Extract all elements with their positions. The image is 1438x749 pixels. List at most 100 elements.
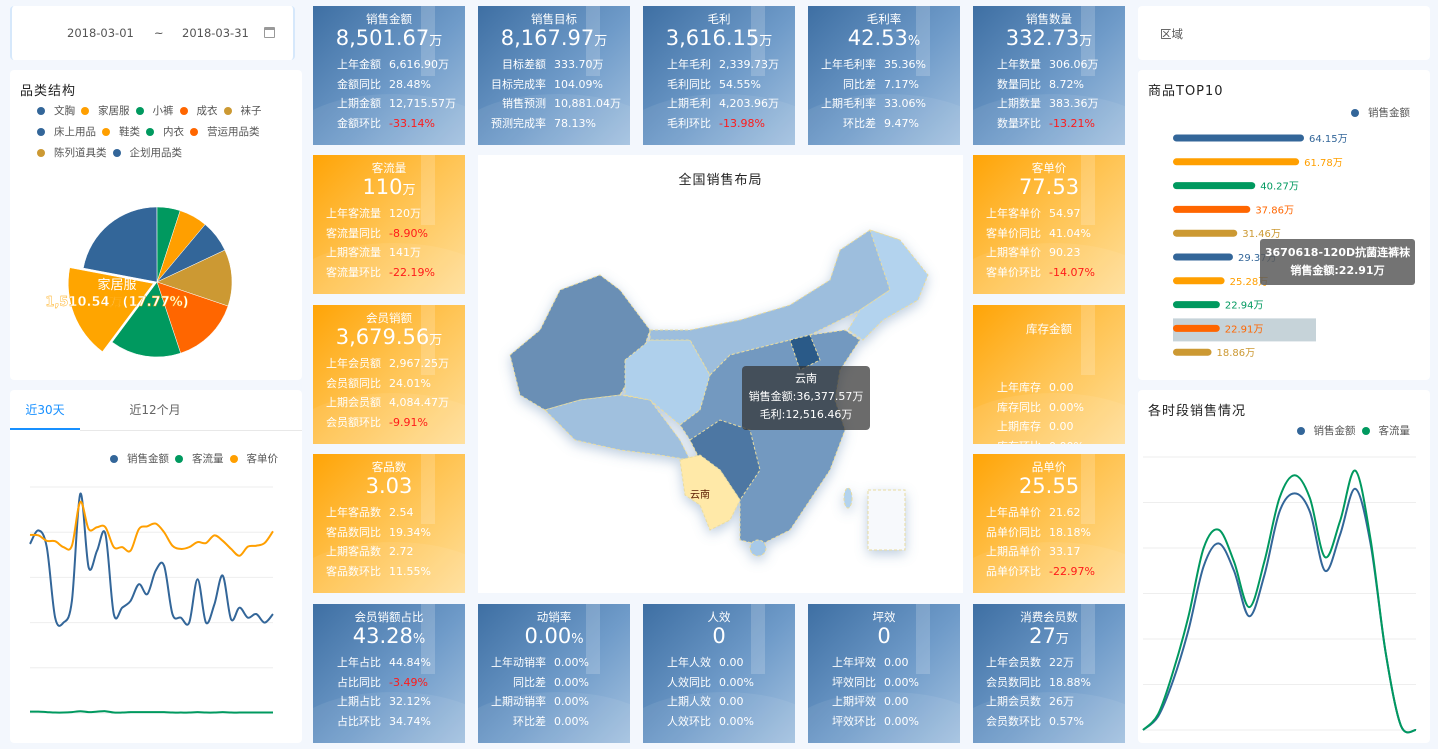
series-line[interactable]	[1142, 469, 1417, 734]
legend-item[interactable]: 内衣	[146, 121, 184, 142]
region-hainan[interactable]	[749, 539, 767, 557]
region-sichuan[interactable]	[689, 419, 761, 501]
pie-slice[interactable]	[68, 267, 154, 352]
card-metric-row: 坪效同比 0.00%	[808, 673, 960, 693]
bar[interactable]	[1173, 324, 1220, 332]
bar[interactable]	[1173, 253, 1233, 261]
end-date[interactable]: 2018-03-31	[182, 26, 249, 40]
metric-label: 毛利同比	[667, 77, 711, 91]
pie-slice[interactable]	[83, 206, 158, 283]
legend-item[interactable]: 小裤	[135, 100, 174, 121]
bar[interactable]	[1173, 229, 1238, 237]
legend-item[interactable]: 鞋类	[102, 121, 140, 142]
metric-label: 毛利环比	[667, 116, 711, 130]
bar[interactable]	[1173, 158, 1300, 166]
card-decoration	[313, 243, 465, 294]
card-metric-row: 同比差 0.00%	[478, 673, 630, 693]
region-yunnan[interactable]	[679, 454, 741, 531]
card-metric-row: 上年客单价 54.97	[973, 204, 1125, 224]
legend-item[interactable]: 陈列道具类	[37, 142, 107, 163]
card-decoration	[478, 94, 630, 145]
card-metric-row: 毛利同比 54.55%	[643, 75, 795, 95]
kpi-card: 客单价 77.53 上年客单价 54.97 客单价同比 41.04% 上期客单价 90.23 客…	[973, 155, 1125, 294]
legend-item[interactable]: 企划用品类	[112, 142, 182, 163]
legend-item[interactable]: 客单价	[229, 448, 278, 469]
start-date[interactable]: 2018-03-01	[67, 26, 134, 40]
legend-item[interactable]: 销售金额	[110, 448, 169, 469]
region-tibet[interactable]	[544, 394, 691, 461]
card-decoration	[313, 393, 465, 444]
card-value: 3,616.15万	[643, 25, 795, 52]
card-value: 27万	[973, 623, 1125, 650]
bar[interactable]	[1173, 277, 1225, 285]
metric-value: -13.98%	[719, 116, 765, 130]
legend-item[interactable]: 家居服	[81, 100, 130, 121]
calendar-icon[interactable]	[264, 27, 275, 38]
card-metric-row: 上年金额 6,616.90万	[313, 55, 465, 75]
card-metric-row: 环比差 0.00%	[478, 712, 630, 732]
metric-value: -33.14%	[389, 116, 435, 130]
legend-item[interactable]: 床上用品	[37, 121, 96, 142]
card-value-number: 27	[1029, 624, 1056, 648]
bar[interactable]	[1173, 348, 1212, 356]
card-metric-row: 预测完成率 78.13%	[478, 114, 630, 134]
legend-item[interactable]: 袜子	[223, 100, 262, 121]
metric-value: 18.18%	[1049, 525, 1091, 539]
card-metric-row: 上期占比 32.12%	[313, 692, 465, 712]
metric-value: 33.17	[1049, 545, 1081, 558]
kpi-card: 客品数 3.03 上年客品数 2.54 客品数同比 19.34% 上期客品数 2.72 客品数环…	[313, 454, 465, 593]
region-filter[interactable]: 区域	[1138, 6, 1430, 60]
card-metric-row: 客流量环比 -22.19%	[313, 263, 465, 283]
metric-value: 12,715.57万	[389, 97, 456, 110]
legend-label: 客流量	[1378, 425, 1411, 437]
region-beijing[interactable]	[789, 334, 821, 371]
pie-emphasis-value: 1,510.54万(17.77%)	[45, 295, 188, 310]
card-title: 人效	[707, 610, 731, 624]
bar[interactable]	[1173, 182, 1256, 190]
legend-item[interactable]: 客流量	[175, 448, 224, 469]
card-metric-row: 上期品单价 33.17	[973, 542, 1125, 562]
legend-item[interactable]: 营运用品类	[190, 121, 260, 142]
card-decoration	[808, 692, 960, 743]
kpi-card: 人效 0 上年人效 0.00 人效同比 0.00% 上期人效 0.00 人效环比 0.00%	[643, 604, 795, 743]
bar[interactable]	[1173, 205, 1251, 213]
card-value: 8,501.67万	[313, 25, 465, 52]
card-metric-row: 客品数环比 11.55%	[313, 562, 465, 582]
card-metric-row: 上年会员额 2,967.25万	[313, 354, 465, 374]
pie-slice[interactable]	[111, 281, 181, 358]
card-value-number: 43.28	[352, 624, 413, 648]
legend-item[interactable]: 文胸	[37, 100, 75, 121]
metric-label: 上年客品数	[326, 506, 381, 519]
panel-title: 品类结构	[20, 84, 77, 99]
card-metric-row: 上期数量 383.36万	[973, 94, 1125, 114]
card-value-number: 0.00	[524, 624, 572, 648]
tab-12-months[interactable]: 近12个月	[129, 403, 181, 417]
legend-item[interactable]: 销售金额	[1296, 420, 1356, 441]
card-value-unit: 万	[594, 34, 608, 49]
series-line[interactable]	[29, 500, 274, 557]
region-northeast[interactable]	[847, 229, 929, 341]
date-range-picker[interactable]: 2018-03-01 ~ 2018-03-31	[10, 6, 295, 60]
china-map[interactable]: 云南	[478, 155, 963, 593]
tooltip-value: 销售金额:22.91万	[1290, 264, 1385, 277]
card-decoration	[916, 6, 930, 76]
bar[interactable]	[1173, 301, 1220, 309]
metric-label: 上年数量	[997, 58, 1041, 71]
legend-item[interactable]: 客流量	[1361, 420, 1411, 441]
metric-value: 0.00	[884, 695, 909, 708]
tab-30-days[interactable]: 近30天	[10, 390, 80, 430]
kpi-card: 消费会员数 27万 上年会员数 22万 会员数同比 18.88% 上期会员数 26万 会员数环比…	[973, 604, 1125, 743]
bar[interactable]	[1173, 134, 1304, 142]
sales-map-panel: 全国销售布局 云南 云南 销售金额:36,377.57万 毛利:12,516.4…	[478, 155, 963, 593]
card-value-unit: 万	[1055, 632, 1069, 647]
card-title: 客流量	[371, 161, 407, 175]
region-taiwan[interactable]	[843, 487, 853, 509]
series-line[interactable]	[29, 492, 274, 627]
card-metric-row: 库存环比0.00%	[973, 437, 1125, 445]
legend-item[interactable]: 成衣	[179, 100, 218, 121]
metric-value: 78.13%	[554, 116, 596, 130]
series-line[interactable]	[1142, 487, 1417, 734]
metric-label: 上期毛利	[667, 97, 711, 110]
series-line[interactable]	[29, 710, 273, 714]
metric-label: 上年坪效	[832, 656, 876, 669]
